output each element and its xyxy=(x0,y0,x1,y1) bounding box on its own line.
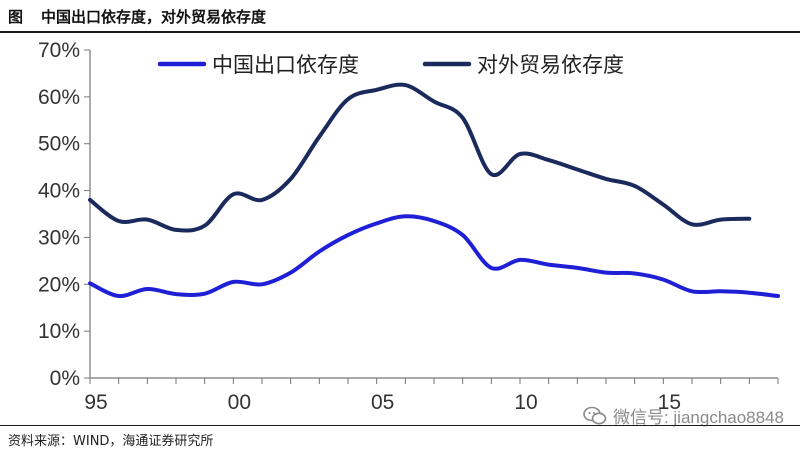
figure-label: 图 xyxy=(8,8,24,26)
watermark-text: 微信号: jiangchao8848 xyxy=(612,408,784,427)
x-tick-label: 10 xyxy=(514,391,537,414)
y-tick-label: 40% xyxy=(38,180,80,203)
y-tick-label: 70% xyxy=(38,39,80,62)
y-tick-label: 10% xyxy=(38,320,80,343)
x-tick-label: 00 xyxy=(228,391,251,414)
source-divider xyxy=(0,425,800,426)
legend-label: 对外贸易依存度 xyxy=(477,54,624,77)
title-divider xyxy=(0,31,800,33)
y-tick-label: 20% xyxy=(38,273,80,296)
y-tick-label: 0% xyxy=(50,367,80,390)
x-tick-label: 05 xyxy=(371,391,394,414)
line-chart: 0% 10% 20% 30% 40% 50% 60% 70% 95 00 05 10 15 中国出口依存… xyxy=(38,39,780,414)
y-tick-label: 60% xyxy=(38,86,80,109)
source-note: 资料来源：WIND，海通证券研究所 xyxy=(8,434,214,449)
figure-title: 图中国出口依存度，对外贸易依存度 xyxy=(8,6,266,27)
figure-title-text: 中国出口依存度，对外贸易依存度 xyxy=(41,8,267,26)
chart-series xyxy=(88,82,780,299)
x-tick-label: 15 xyxy=(658,391,681,414)
series-line-export-dependence xyxy=(88,214,780,299)
chart-area: 0% 10% 20% 30% 40% 50% 60% 70% 95 00 05 10 15 中国出口依存… xyxy=(0,34,800,424)
legend-label: 中国出口依存度 xyxy=(212,54,359,77)
wechat-icon xyxy=(583,406,607,424)
series-line-trade-dependence xyxy=(88,82,752,233)
y-tick-label: 30% xyxy=(38,226,80,249)
y-tick-label: 50% xyxy=(38,133,80,156)
watermark: 微信号: jiangchao8848 xyxy=(583,403,784,428)
x-tick-label: 95 xyxy=(84,391,107,414)
chart-legend: 中国出口依存度 对外贸易依存度 xyxy=(157,54,624,77)
chart-axes: 0% 10% 20% 30% 40% 50% 60% 70% 95 00 05 10 15 xyxy=(38,39,779,414)
